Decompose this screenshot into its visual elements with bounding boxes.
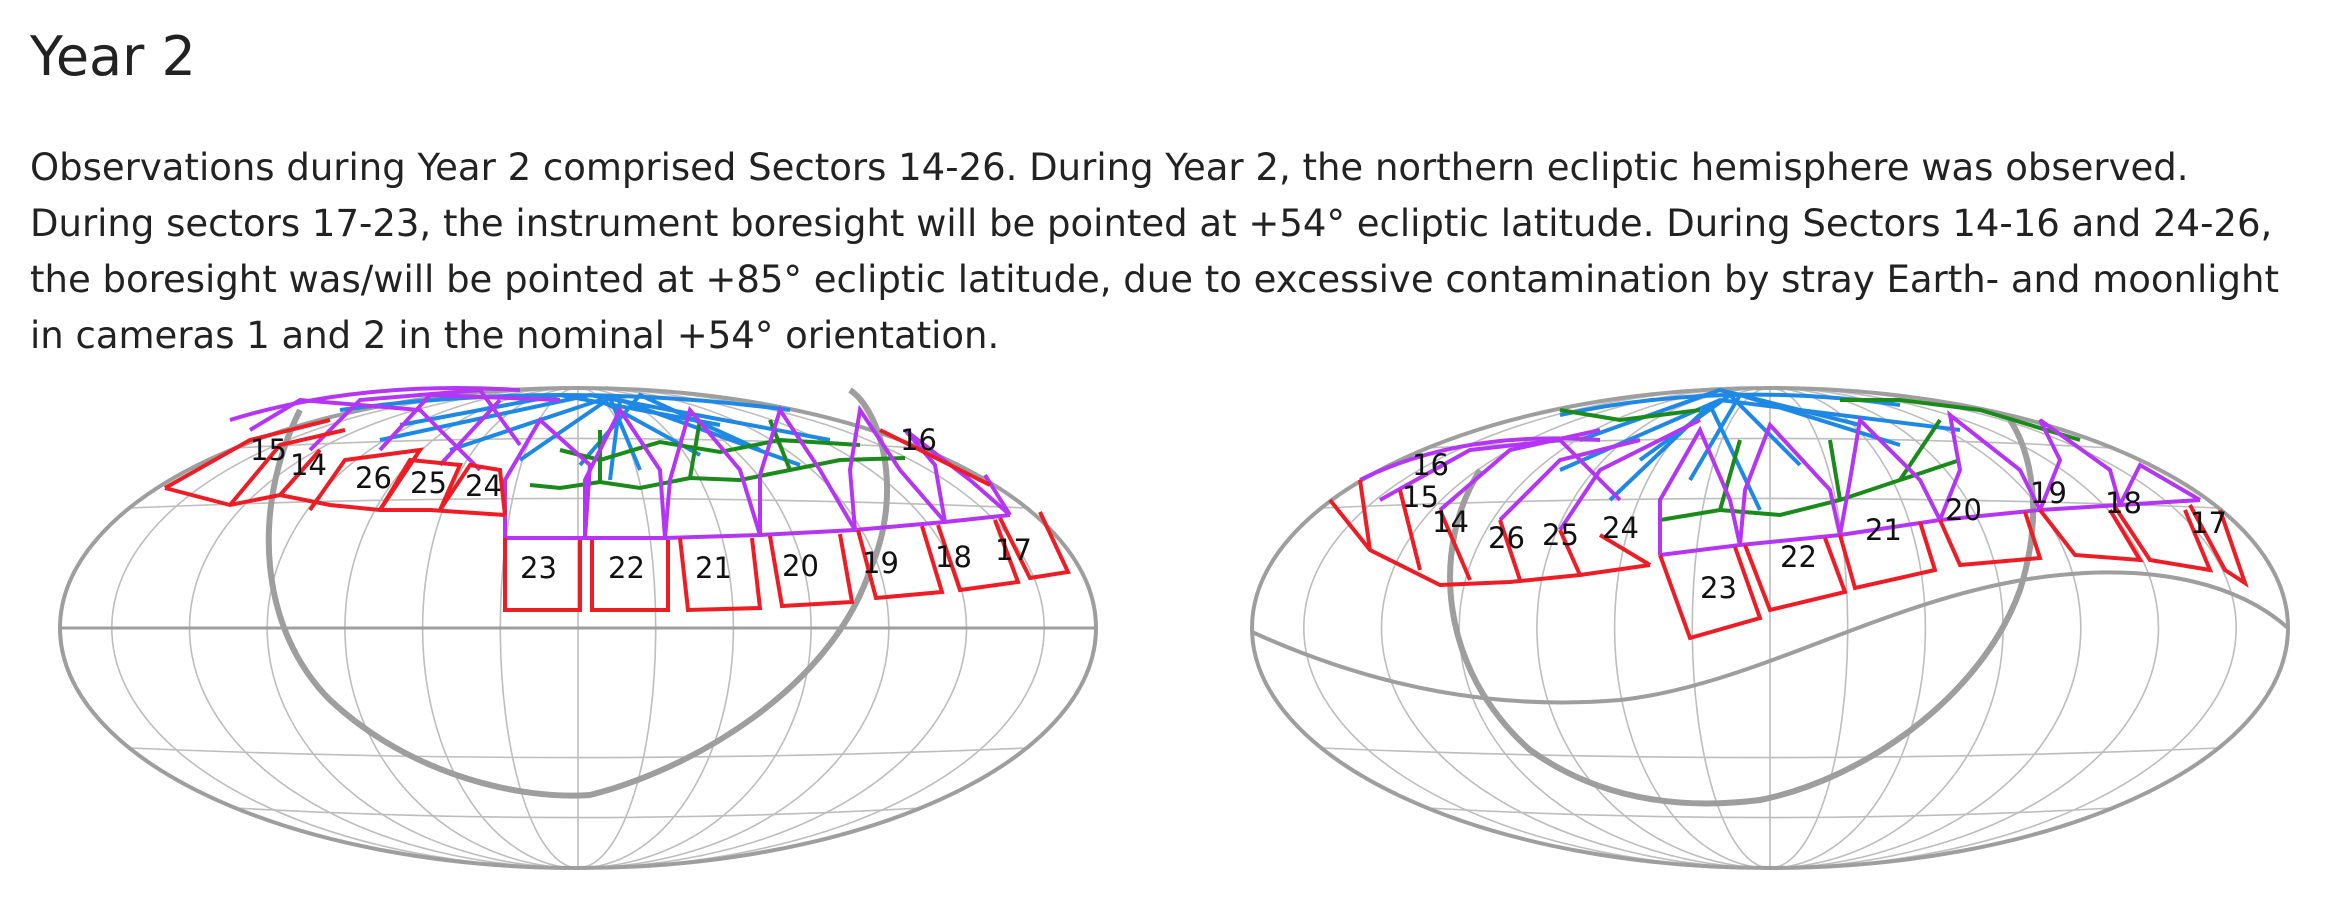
sector-label: 15	[1402, 480, 1439, 514]
sector-label: 25	[1542, 518, 1579, 552]
sector-label: 19	[2030, 476, 2067, 510]
sector-label: 20	[782, 549, 819, 583]
sector-label: 26	[1488, 521, 1525, 555]
parallel-line	[1427, 807, 2113, 819]
camera4-footprints	[339, 392, 831, 481]
sky-coverage-figure: 15 14 26 25 24 16 23 22 21 20 19 18 17	[0, 370, 2348, 890]
sector-label: 16	[900, 423, 937, 457]
sector-label: 21	[1865, 513, 1902, 547]
camera1-footprints	[164, 418, 1071, 613]
camera3-footprints	[529, 419, 906, 491]
sector-label: 18	[2105, 486, 2142, 520]
sky-map-left: 15 14 26 25 24 16 23 22 21 20 19 18 17	[58, 386, 1098, 870]
sector-label: 16	[1412, 448, 1449, 482]
sector-label: 25	[410, 466, 447, 500]
description-paragraph: Observations during Year 2 comprised Sec…	[30, 146, 2279, 357]
sector-footprints	[164, 386, 1071, 613]
sector-label: 22	[1780, 540, 1817, 574]
parallel-line	[129, 497, 1027, 509]
sector-label: 18	[935, 540, 972, 574]
camera2-footprints	[1359, 410, 2202, 557]
sector-label: 22	[608, 551, 645, 585]
ecliptic-curve	[1251, 570, 2290, 705]
camera3-footprints	[1559, 398, 2081, 522]
camera1-footprints	[1328, 479, 2249, 641]
sector-label: 14	[290, 448, 327, 482]
sector-label: 24	[465, 469, 502, 503]
sector-label: 20	[1945, 493, 1982, 527]
galactic-plane-curve	[1447, 418, 2037, 807]
camera2-footprints	[229, 386, 1012, 540]
sector-label: 21	[695, 551, 732, 585]
sector-label: 24	[1602, 511, 1639, 545]
sector-label: 17	[995, 533, 1032, 567]
parallel-line	[1321, 747, 2219, 759]
sector-label: 17	[2190, 506, 2227, 540]
parallel-line	[129, 747, 1027, 759]
sector-label: 19	[862, 546, 899, 580]
sector-label: 26	[355, 461, 392, 495]
page-title: Year 2	[30, 25, 196, 88]
parallel-line	[1321, 497, 2219, 509]
sector-label: 15	[250, 433, 287, 467]
sector-label: 23	[1700, 571, 1737, 605]
sector-label: 14	[1432, 505, 1469, 539]
parallel-line	[235, 807, 921, 819]
sector-footprints	[1328, 387, 2249, 641]
sector-labels: 15 14 26 25 24 16 23 22 21 20 19 18 17	[250, 423, 1032, 585]
sector-label: 23	[520, 551, 557, 585]
